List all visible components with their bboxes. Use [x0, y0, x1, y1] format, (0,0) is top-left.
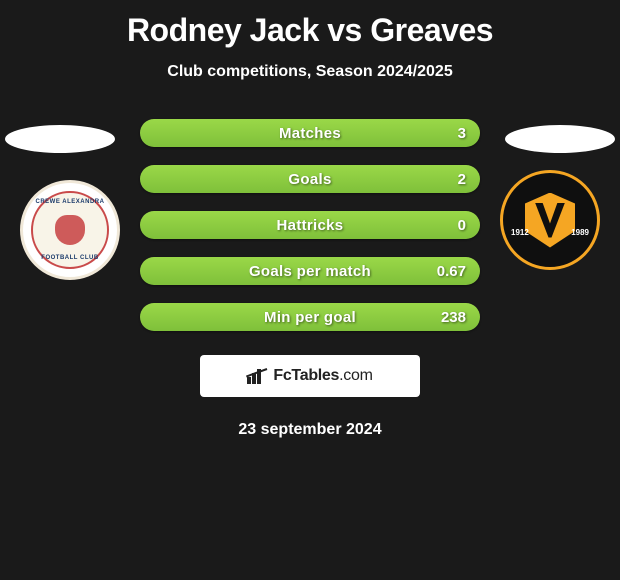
stat-value: 2 — [458, 171, 466, 188]
player-placeholder-right — [505, 125, 615, 153]
club-badge-right-year-left: 1912 — [511, 228, 529, 237]
club-badge-right: 1912 1989 — [500, 170, 600, 270]
brand-box: FcTables.com — [200, 355, 420, 397]
stat-row: Min per goal 238 — [140, 303, 480, 331]
club-badge-left: CREWE ALEXANDRA FOOTBALL CLUB — [20, 180, 120, 280]
page-title: Rodney Jack vs Greaves — [0, 0, 620, 49]
lion-icon — [55, 215, 85, 245]
date-text: 23 september 2024 — [0, 421, 620, 439]
stat-value: 0.67 — [437, 263, 466, 280]
stat-value: 238 — [441, 309, 466, 326]
club-badge-left-inner: CREWE ALEXANDRA FOOTBALL CLUB — [31, 191, 109, 269]
stat-label: Min per goal — [264, 309, 356, 326]
stat-row: Matches 3 — [140, 119, 480, 147]
stat-label: Goals — [288, 171, 331, 188]
club-badge-right-year-right: 1989 — [571, 228, 589, 237]
bar-chart-icon — [247, 368, 267, 384]
stat-value: 0 — [458, 217, 466, 234]
stat-value: 3 — [458, 125, 466, 142]
club-badge-left-text-bottom: FOOTBALL CLUB — [41, 255, 98, 261]
player-placeholder-left — [5, 125, 115, 153]
subtitle: Club competitions, Season 2024/2025 — [0, 63, 620, 81]
stat-row: Goals 2 — [140, 165, 480, 193]
brand-name-bold: FcTables — [273, 367, 339, 384]
shield-v-icon — [535, 203, 565, 238]
stat-label: Matches — [279, 125, 341, 142]
club-badge-right-shield — [525, 193, 575, 248]
stat-row: Goals per match 0.67 — [140, 257, 480, 285]
brand-name-suffix: .com — [339, 367, 372, 384]
stat-label: Goals per match — [249, 263, 371, 280]
stat-row: Hattricks 0 — [140, 211, 480, 239]
club-badge-left-text-top: CREWE ALEXANDRA — [36, 199, 105, 205]
brand-text: FcTables.com — [273, 367, 372, 385]
stat-label: Hattricks — [277, 217, 344, 234]
